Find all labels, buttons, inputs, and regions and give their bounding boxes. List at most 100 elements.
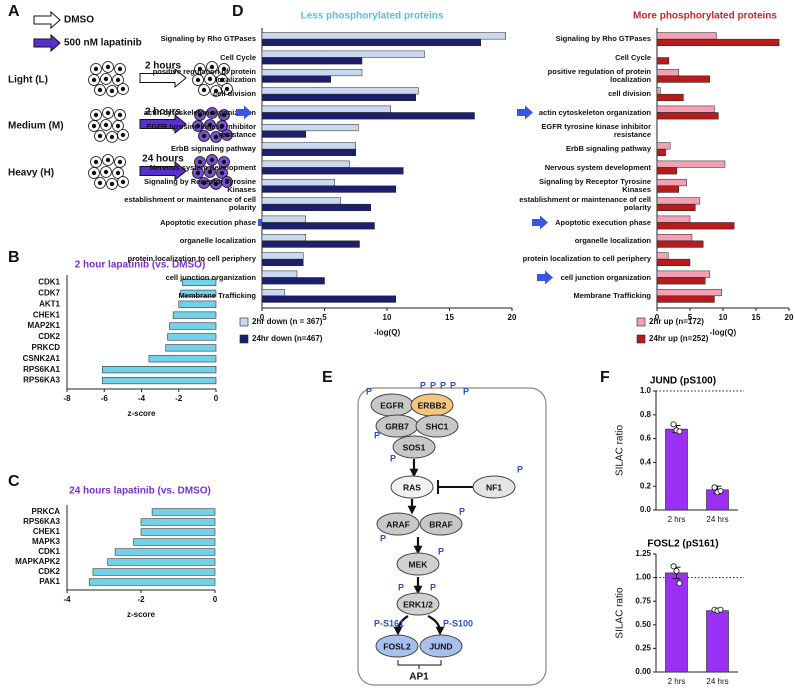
condition-label: Light (L) [8,75,48,86]
bar [656,215,691,223]
cell-nucleus [201,133,207,139]
bar [114,548,216,556]
cell-nucleus [120,86,126,92]
bar [261,203,371,212]
bar [261,277,325,285]
x-tick-label: 20 [785,313,794,322]
time-label: 24 hours [142,154,184,165]
x-tick-label: 24 hrs [706,515,728,524]
x-tick-label: 0 [655,313,660,322]
category-label: Cell Cycle [220,52,256,62]
category-label: Apoptotic execution phase [160,217,256,227]
category-label-box: actin cytoskeleton organization [143,107,256,117]
highlight-arrow [236,105,252,120]
cell-nucleus [207,76,213,82]
protein-node [472,475,516,499]
pathway-arrow [393,615,409,636]
category-label: ErbB signaling pathway [565,144,651,154]
cell-nucleus [105,157,111,163]
x-tick-label: 2 hrs [668,677,686,686]
cell-nucleus [117,159,123,165]
bar [656,167,678,175]
category-label-box: positive regulation of protein localizat… [153,67,256,83]
bar [261,197,341,205]
bar [665,572,688,673]
bar [656,233,693,242]
category-label-box: cell junction organization [561,273,651,281]
protein-label: ERBB2 [418,400,447,410]
bar [107,558,216,566]
y-tick-label: 1.0 [640,386,652,395]
y-tick-label: 0.2 [640,481,652,490]
protein-node [390,475,434,499]
category-label: Membrane Trafficking [573,290,651,300]
category-label: Apoptotic execution phase [555,217,651,227]
category-label: actin cytoskeleton organization [538,107,651,117]
cell-nucleus [91,123,97,129]
category-label: Nervous system development [544,162,651,172]
protein-label: MEK [409,559,429,569]
x-tick-label: -8 [63,394,71,403]
cell-nucleus [197,159,203,165]
bar [140,528,216,536]
legend-label: 2hr up (n=172) [649,317,704,326]
category-label-box: organelle localization [575,236,651,244]
bar [656,142,671,150]
phospho-label: P [374,430,380,440]
protein-node [419,634,463,658]
category-label: ErbB signaling pathway [170,144,256,154]
protein-label: GRB7 [385,421,409,431]
x-tick-label: 15 [752,313,761,322]
cell-nucleus [221,66,227,72]
x-axis-label: z-score [127,409,156,418]
treatment-arrow [139,67,187,89]
category-label: MAPKAPK2 [15,557,60,566]
x-tick-label: 2 hrs [668,515,686,524]
cell-nucleus [93,112,99,118]
cell-nucleus [115,170,121,176]
bar [656,93,684,102]
bar [261,258,304,267]
bar [656,197,701,205]
cell-nucleus [224,86,230,92]
pathway-arrow [427,615,445,636]
phospho-label: P [459,506,465,516]
cell-nucleus [201,87,207,93]
cell-nucleus [120,132,126,138]
category-label-box: EGFR tyrosine kinase inhibitor resistanc… [146,122,256,138]
x-tick-label: 20 [508,313,517,322]
cell-nucleus [91,77,97,83]
bar [180,289,217,297]
category-label: establishment or maintenance of cell pol… [519,195,651,213]
x-tick-label: -6 [101,394,109,403]
legend-label: 24hr down (n=467) [252,334,323,343]
category-label: CSNK2A1 [23,354,61,363]
condition-label: Heavy (H) [8,168,54,179]
category-label: protein localization to cell periphery [127,254,256,264]
x-axis-label: -log(Q) [710,328,737,337]
protein-node [419,512,463,536]
y-tick-label: 1.00 [635,573,651,582]
cell-nucleus [219,123,225,129]
cell-nucleus [197,112,203,118]
bar [706,610,729,673]
category-label-box: Signaling by Rho GTPases [556,35,651,43]
phospho-label: P [398,582,404,592]
phospho-label: P [463,386,469,396]
time-label: 2 hours [145,61,182,72]
bar [656,252,669,260]
phospho-label: P [430,380,436,390]
bar [102,366,217,374]
category-label: actin cytoskeleton organization [143,107,256,117]
category-label: CDK1 [38,547,60,556]
bar [261,185,396,193]
bar [656,185,680,193]
category-label-box: Apoptotic execution phase [555,217,651,227]
bar [656,295,715,303]
cell-nucleus [115,123,121,129]
replicate-point [670,421,677,428]
bar [261,123,359,132]
bar [261,38,481,47]
cell-nucleus [97,87,103,93]
category-label-box: cell division [608,90,651,98]
